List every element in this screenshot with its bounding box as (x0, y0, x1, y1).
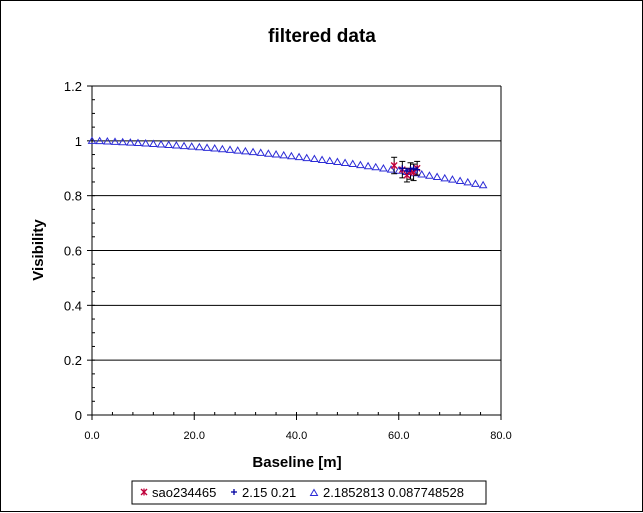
data-point-model (302, 153, 312, 162)
data-point-model (164, 140, 174, 148)
data-marks (87, 136, 488, 189)
data-point-model (194, 142, 204, 151)
data-point-model (141, 139, 151, 147)
data-point-model (87, 136, 97, 144)
data-point-model (133, 138, 143, 147)
data-point-model (386, 165, 396, 173)
y-tick-label: 1.2 (64, 79, 82, 94)
y-axis-label: Visibility (30, 219, 47, 281)
data-point-model (356, 160, 365, 169)
data-point-model (455, 176, 465, 185)
data-point-model (179, 141, 189, 150)
data-point-model (102, 136, 112, 145)
legend-marker-sao234465 (140, 488, 148, 496)
y-tick-label: 0 (75, 408, 82, 423)
data-point-model (241, 146, 250, 155)
data-point-model (325, 156, 335, 164)
data-point-model (187, 142, 197, 150)
data-point-model (248, 147, 258, 156)
data-point-model (310, 154, 319, 163)
data-point-2-15-0-21 (414, 166, 421, 173)
data-point-2-15-0-21 (410, 165, 417, 172)
legend-marker-2-15-0-21 (231, 489, 237, 495)
data-point-model (148, 139, 158, 147)
data-point-model (440, 173, 450, 182)
y-tick-label: 0.6 (64, 244, 82, 259)
data-point-model (478, 180, 488, 189)
legend-label-2-15-0-21: 2.15 0.21 (242, 485, 296, 500)
data-point-model (110, 137, 120, 145)
data-point-2-15-0-21 (399, 165, 406, 172)
ticks: 0 0.2 0.4 0.6 0.8 1 1.2 0.0 20.0 40.0 60.0 80.0 (64, 79, 512, 442)
data-point-2-15-0-21 (407, 166, 414, 173)
legend-label-sao234465: sao234465 (152, 485, 216, 500)
data-point-model (271, 150, 281, 158)
data-point-model (171, 141, 181, 149)
x-tick-label: 80.0 (490, 430, 511, 442)
data-point-model (463, 177, 473, 186)
data-point-model (394, 166, 404, 174)
data-point-model (471, 179, 480, 187)
data-point-model (294, 152, 304, 161)
x-tick-label: 40.0 (286, 430, 307, 442)
data-point-2-15-0-21 (403, 167, 410, 174)
legend-symbol (309, 488, 319, 496)
data-point-model (287, 151, 296, 160)
y-tick-label: 1 (75, 134, 82, 149)
data-point-model (348, 159, 358, 168)
data-point-model (425, 171, 434, 179)
legend-marker-model (309, 488, 319, 496)
legend: sao234465 2.15 0.21 2.1852813 0.08774852… (131, 480, 487, 505)
data-point-model (210, 144, 220, 152)
data-point-model (448, 175, 457, 183)
legend-symbol (231, 489, 237, 495)
data-point-model (225, 145, 235, 153)
legend-symbol (140, 488, 148, 496)
data-point-model (95, 136, 105, 145)
legend-label-model: 2.1852813 0.087748528 (323, 485, 464, 500)
chart-title: filtered data (268, 26, 376, 47)
x-axis-label: Baseline [m] (252, 454, 341, 471)
data-point-model (202, 143, 212, 151)
data-point-model (363, 161, 373, 170)
data-point-model (317, 155, 327, 163)
y-tick-label: 0.4 (64, 298, 82, 313)
legend-box (131, 480, 487, 505)
x-tick-label: 0.0 (84, 430, 99, 442)
data-point-model (379, 163, 388, 172)
data-point-model (233, 146, 243, 154)
x-tick-label: 20.0 (184, 430, 205, 442)
y-tick-label: 0.2 (64, 353, 82, 368)
y-tick-label: 0.8 (64, 189, 82, 204)
data-point-model (279, 150, 289, 159)
data-point-model (432, 172, 442, 181)
data-point-model (125, 138, 135, 146)
data-point-model (256, 148, 266, 156)
data-point-model (118, 137, 128, 146)
x-tick-label: 60.0 (388, 430, 409, 442)
data-point-model (264, 149, 273, 157)
data-point-model (156, 139, 166, 148)
grid (92, 85, 501, 361)
data-point-model (417, 169, 427, 178)
data-point-model (340, 158, 350, 166)
data-point-model (371, 162, 381, 171)
data-point-model (333, 157, 342, 165)
data-point-sao234465 (390, 162, 398, 170)
data-point-model (217, 144, 227, 153)
